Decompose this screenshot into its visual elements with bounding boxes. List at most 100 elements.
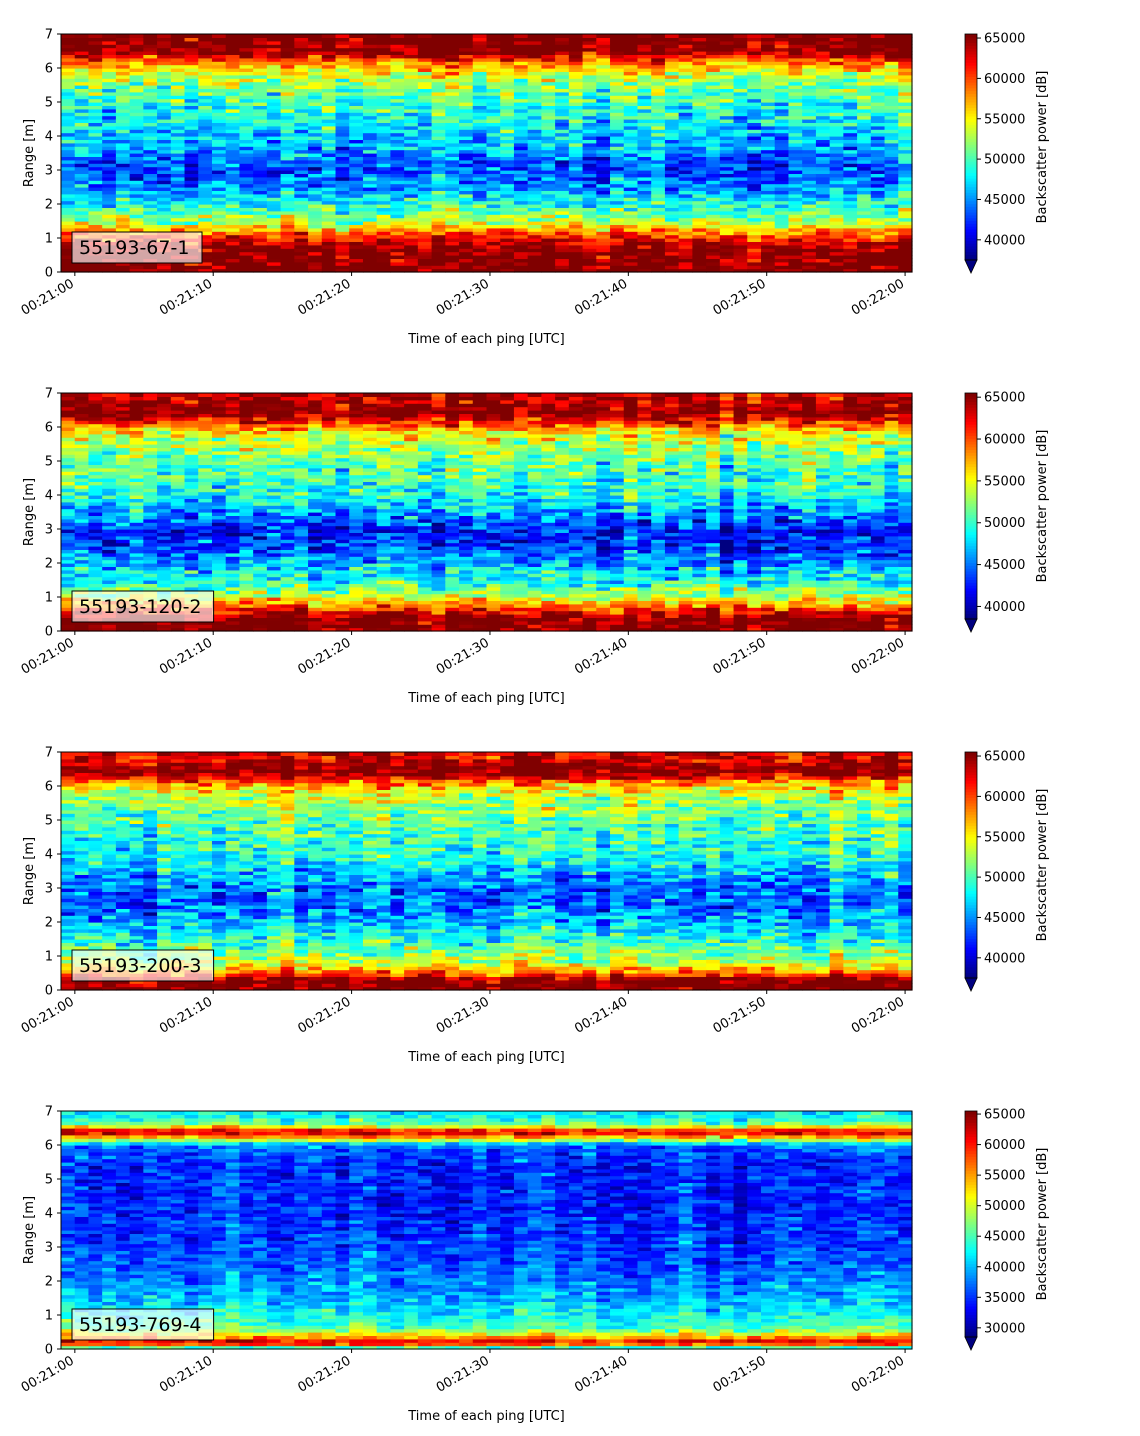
heatmap-cell	[239, 227, 254, 232]
heatmap-cell	[88, 261, 103, 266]
heatmap-cell	[788, 193, 803, 198]
heatmap-cell	[280, 139, 295, 144]
heatmap-cell	[280, 132, 295, 137]
heatmap-cell	[61, 47, 76, 52]
heatmap-cell	[143, 54, 158, 59]
heatmap-cell	[472, 234, 488, 239]
heatmap-cell	[774, 227, 790, 232]
heatmap-cell	[857, 149, 872, 154]
heatmap-cell	[266, 119, 282, 123]
heatmap-cell	[582, 234, 597, 239]
heatmap-cell	[198, 149, 213, 154]
heatmap-cell	[143, 68, 158, 72]
heatmap-cell	[349, 125, 364, 130]
heatmap-cell	[541, 251, 556, 256]
heatmap-cell	[88, 112, 103, 117]
heatmap-cell	[253, 241, 268, 246]
heatmap-cell	[555, 149, 570, 154]
heatmap-cell	[321, 255, 337, 259]
heatmap-cell	[211, 207, 227, 212]
heatmap-cell	[157, 108, 172, 113]
heatmap-cell	[239, 68, 254, 72]
heatmap-cell	[472, 34, 488, 38]
heatmap-cell	[184, 64, 199, 69]
heatmap-cell	[253, 88, 268, 93]
heatmap-cell	[253, 78, 268, 83]
heatmap-cell	[815, 210, 831, 215]
heatmap-cell	[211, 146, 227, 151]
heatmap-cell	[294, 146, 309, 151]
heatmap-cell	[266, 54, 282, 59]
heatmap-cell	[266, 88, 282, 93]
heatmap-cell	[294, 85, 309, 89]
heatmap-cell	[88, 488, 103, 493]
heatmap-cell	[115, 51, 131, 55]
heatmap-cell	[884, 149, 899, 154]
heatmap-cell	[294, 187, 309, 191]
heatmap-cell	[774, 210, 790, 215]
heatmap-cell	[678, 132, 693, 137]
heatmap-cell	[143, 471, 158, 476]
heatmap-cell	[349, 200, 364, 205]
heatmap-cell	[349, 221, 364, 225]
heatmap-cell	[266, 187, 282, 191]
heatmap-cell	[321, 125, 337, 130]
heatmap-cell	[747, 200, 762, 205]
heatmap-cell	[500, 265, 515, 270]
heatmap-cell	[870, 234, 886, 239]
heatmap-cell	[280, 57, 295, 62]
heatmap-cell	[815, 265, 831, 270]
heatmap-cell	[747, 265, 762, 270]
heatmap-cell	[129, 54, 144, 59]
heatmap-cell	[417, 244, 433, 249]
heatmap-cell	[225, 81, 241, 86]
heatmap-cell	[74, 91, 90, 96]
heatmap-cell	[129, 40, 144, 45]
heatmap-cell	[74, 122, 90, 127]
heatmap-cell	[225, 44, 241, 49]
heatmap-cell	[253, 37, 268, 42]
heatmap-cell	[170, 34, 186, 38]
heatmap-cell	[321, 200, 337, 205]
heatmap-cell	[294, 136, 309, 140]
heatmap-cell	[610, 251, 625, 256]
heatmap-cell	[198, 265, 213, 270]
heatmap-cell	[719, 244, 735, 249]
heatmap-cell	[362, 224, 378, 229]
heatmap-cell	[61, 221, 76, 225]
heatmap-cell	[417, 176, 433, 181]
heatmap-cell	[610, 210, 625, 215]
heatmap-cell	[74, 173, 90, 178]
heatmap-cell	[102, 261, 117, 266]
heatmap-cell	[349, 91, 364, 96]
heatmap-cell	[170, 98, 186, 103]
heatmap-cell	[170, 78, 186, 83]
heatmap-cell	[541, 244, 556, 249]
heatmap-cell	[253, 159, 268, 164]
heatmap-cell	[308, 190, 323, 195]
heatmap-cell	[884, 234, 899, 239]
heatmap-cell	[211, 258, 227, 263]
heatmap-cell	[568, 265, 584, 270]
heatmap-cell	[486, 244, 501, 249]
heatmap-cell	[623, 183, 639, 188]
heatmap-cell	[74, 505, 90, 510]
heatmap-cell	[349, 54, 364, 59]
heatmap-cell	[706, 210, 721, 215]
heatmap-cell	[129, 163, 144, 168]
heatmap-cell	[280, 166, 295, 171]
heatmap-cell	[239, 234, 254, 239]
heatmap-cell	[472, 142, 488, 147]
heatmap-cell	[321, 193, 337, 198]
heatmap-cell	[74, 393, 90, 397]
heatmap-cell	[445, 265, 460, 270]
heatmap-cell	[637, 210, 652, 215]
heatmap-cell	[527, 183, 543, 188]
heatmap-cell	[88, 156, 103, 161]
heatmap-cell	[884, 132, 899, 137]
heatmap-cell	[321, 105, 337, 110]
heatmap-cell	[362, 88, 378, 93]
heatmap-cell	[459, 244, 474, 249]
heatmap-cell	[184, 187, 199, 191]
heatmap-cell	[513, 244, 529, 249]
